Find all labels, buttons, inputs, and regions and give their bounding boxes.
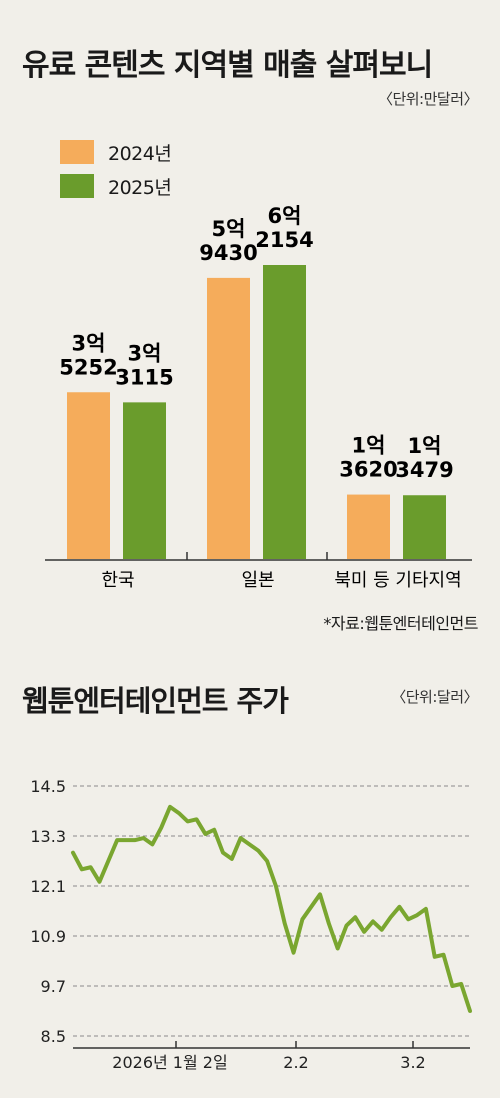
line-chart-unit: 〈단위:달러〉 [391, 688, 478, 706]
bar-value-label-2-1-1: 3479 [395, 458, 453, 482]
bar-value-label-1-1-1: 2154 [255, 228, 313, 252]
bar-value-label-0-0-1: 5252 [59, 355, 117, 379]
legend-item-2025: 2025년 [60, 172, 172, 200]
bar-1-0 [207, 277, 250, 559]
bar-value-label-0-1-1: 3115 [115, 365, 173, 389]
bar-value-label-1-0-1: 9430 [199, 241, 257, 265]
bar-1-1 [263, 265, 306, 559]
bar-chart: 3억52523억3115한국5억94306억2154일본1억36201억3479… [45, 204, 472, 591]
y-tick-label-4: 9.7 [41, 977, 66, 996]
legend-swatch-2024 [60, 140, 94, 164]
line-chart-title: 웹툰엔터테인먼트 주가 [22, 684, 289, 718]
bar-0-0 [67, 392, 110, 559]
x-tick-label-1: 2.2 [283, 1053, 308, 1072]
bar-2-0 [347, 494, 390, 559]
y-tick-label-3: 10.9 [30, 927, 66, 946]
bar-2-1 [403, 495, 446, 559]
bar-value-label-2-0-0: 1억 [352, 434, 386, 458]
bar-value-label-2-0-1: 3620 [339, 458, 397, 482]
y-tick-label-0: 14.5 [30, 777, 66, 796]
category-label-0: 한국 [101, 570, 134, 591]
legend-swatch-2025 [60, 174, 94, 198]
y-tick-label-1: 13.3 [30, 827, 66, 846]
bar-chart-unit: 〈단위:만달러〉 [377, 90, 479, 108]
bar-value-label-0-1-0: 3억 [128, 341, 162, 365]
source-note: *자료:웹툰엔터테인먼트 [323, 614, 478, 633]
bar-value-label-1-0-0: 5억 [212, 217, 246, 241]
price-line [71, 804, 472, 1013]
bar-chart-title: 유료 콘텐츠 지역별 매출 살펴보니 [22, 48, 433, 83]
bar-value-label-0-0-0: 3억 [72, 331, 106, 355]
bar-0-1 [123, 402, 166, 559]
bar-value-label-2-1-0: 1억 [408, 434, 442, 458]
y-tick-label-2: 12.1 [30, 877, 66, 896]
x-tick-label-2: 3.2 [400, 1053, 425, 1072]
x-tick-label-0: 2026년 1월 2일 [112, 1053, 227, 1072]
category-label-2: 북미 등 기타지역 [334, 570, 461, 591]
legend-label-2025: 2025년 [108, 176, 172, 199]
legend-item-2024: 2024년 [60, 138, 172, 166]
y-tick-label-5: 8.5 [41, 1027, 66, 1046]
legend-label-2024: 2024년 [108, 142, 172, 165]
category-label-1: 일본 [241, 570, 274, 591]
bar-value-label-1-1-0: 6억 [268, 204, 302, 228]
